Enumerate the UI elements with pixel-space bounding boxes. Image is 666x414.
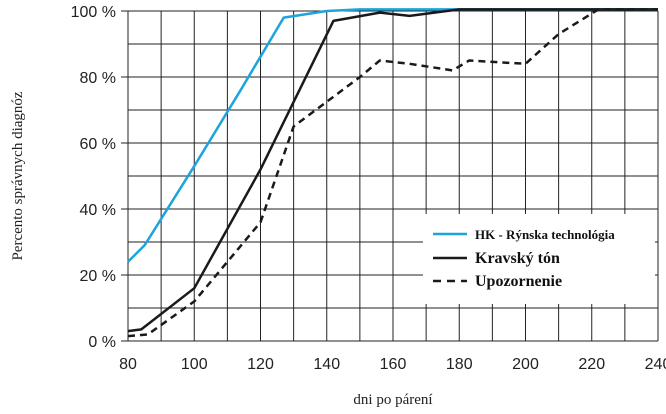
x-tick-label: 180 bbox=[446, 356, 473, 373]
legend-label: Kravský tón bbox=[475, 250, 560, 267]
x-tick-label: 240 bbox=[645, 356, 666, 373]
series-line-1 bbox=[127, 8, 658, 333]
x-tick-label: 100 bbox=[181, 356, 208, 373]
x-axis-label: dni po párení bbox=[353, 392, 432, 408]
x-tick-labels: 80 100 120 140 160 180 200 220 240 bbox=[119, 356, 666, 373]
x-tick-label: 120 bbox=[247, 356, 274, 373]
x-tick-label: 160 bbox=[380, 356, 407, 373]
y-tick-label: 20 % bbox=[80, 268, 116, 285]
x-tick-label: 200 bbox=[512, 356, 539, 373]
series-lines bbox=[127, 8, 658, 338]
series-line-0 bbox=[127, 8, 658, 263]
legend: HK - Rýnska technológia Kravský tón Upozor… bbox=[423, 214, 655, 304]
y-tick-label: 100 % bbox=[71, 4, 116, 21]
x-tick-label: 220 bbox=[578, 356, 605, 373]
y-axis-label: Percento správnych diagnóz bbox=[10, 91, 26, 260]
legend-label: HK - Rýnska technológia bbox=[475, 227, 615, 242]
y-tick-label: 0 % bbox=[88, 334, 116, 351]
x-tick-label: 140 bbox=[313, 356, 340, 373]
x-tick-label: 80 bbox=[119, 356, 137, 373]
y-tick-label: 60 % bbox=[80, 136, 116, 153]
y-tick-label: 80 % bbox=[80, 70, 116, 87]
y-tick-label: 40 % bbox=[80, 202, 116, 219]
series-line-2 bbox=[127, 8, 658, 338]
legend-label: Upozornenie bbox=[475, 273, 562, 290]
y-tick-labels: 0 % 20 % 40 % 60 % 80 % 100 % bbox=[71, 4, 116, 351]
